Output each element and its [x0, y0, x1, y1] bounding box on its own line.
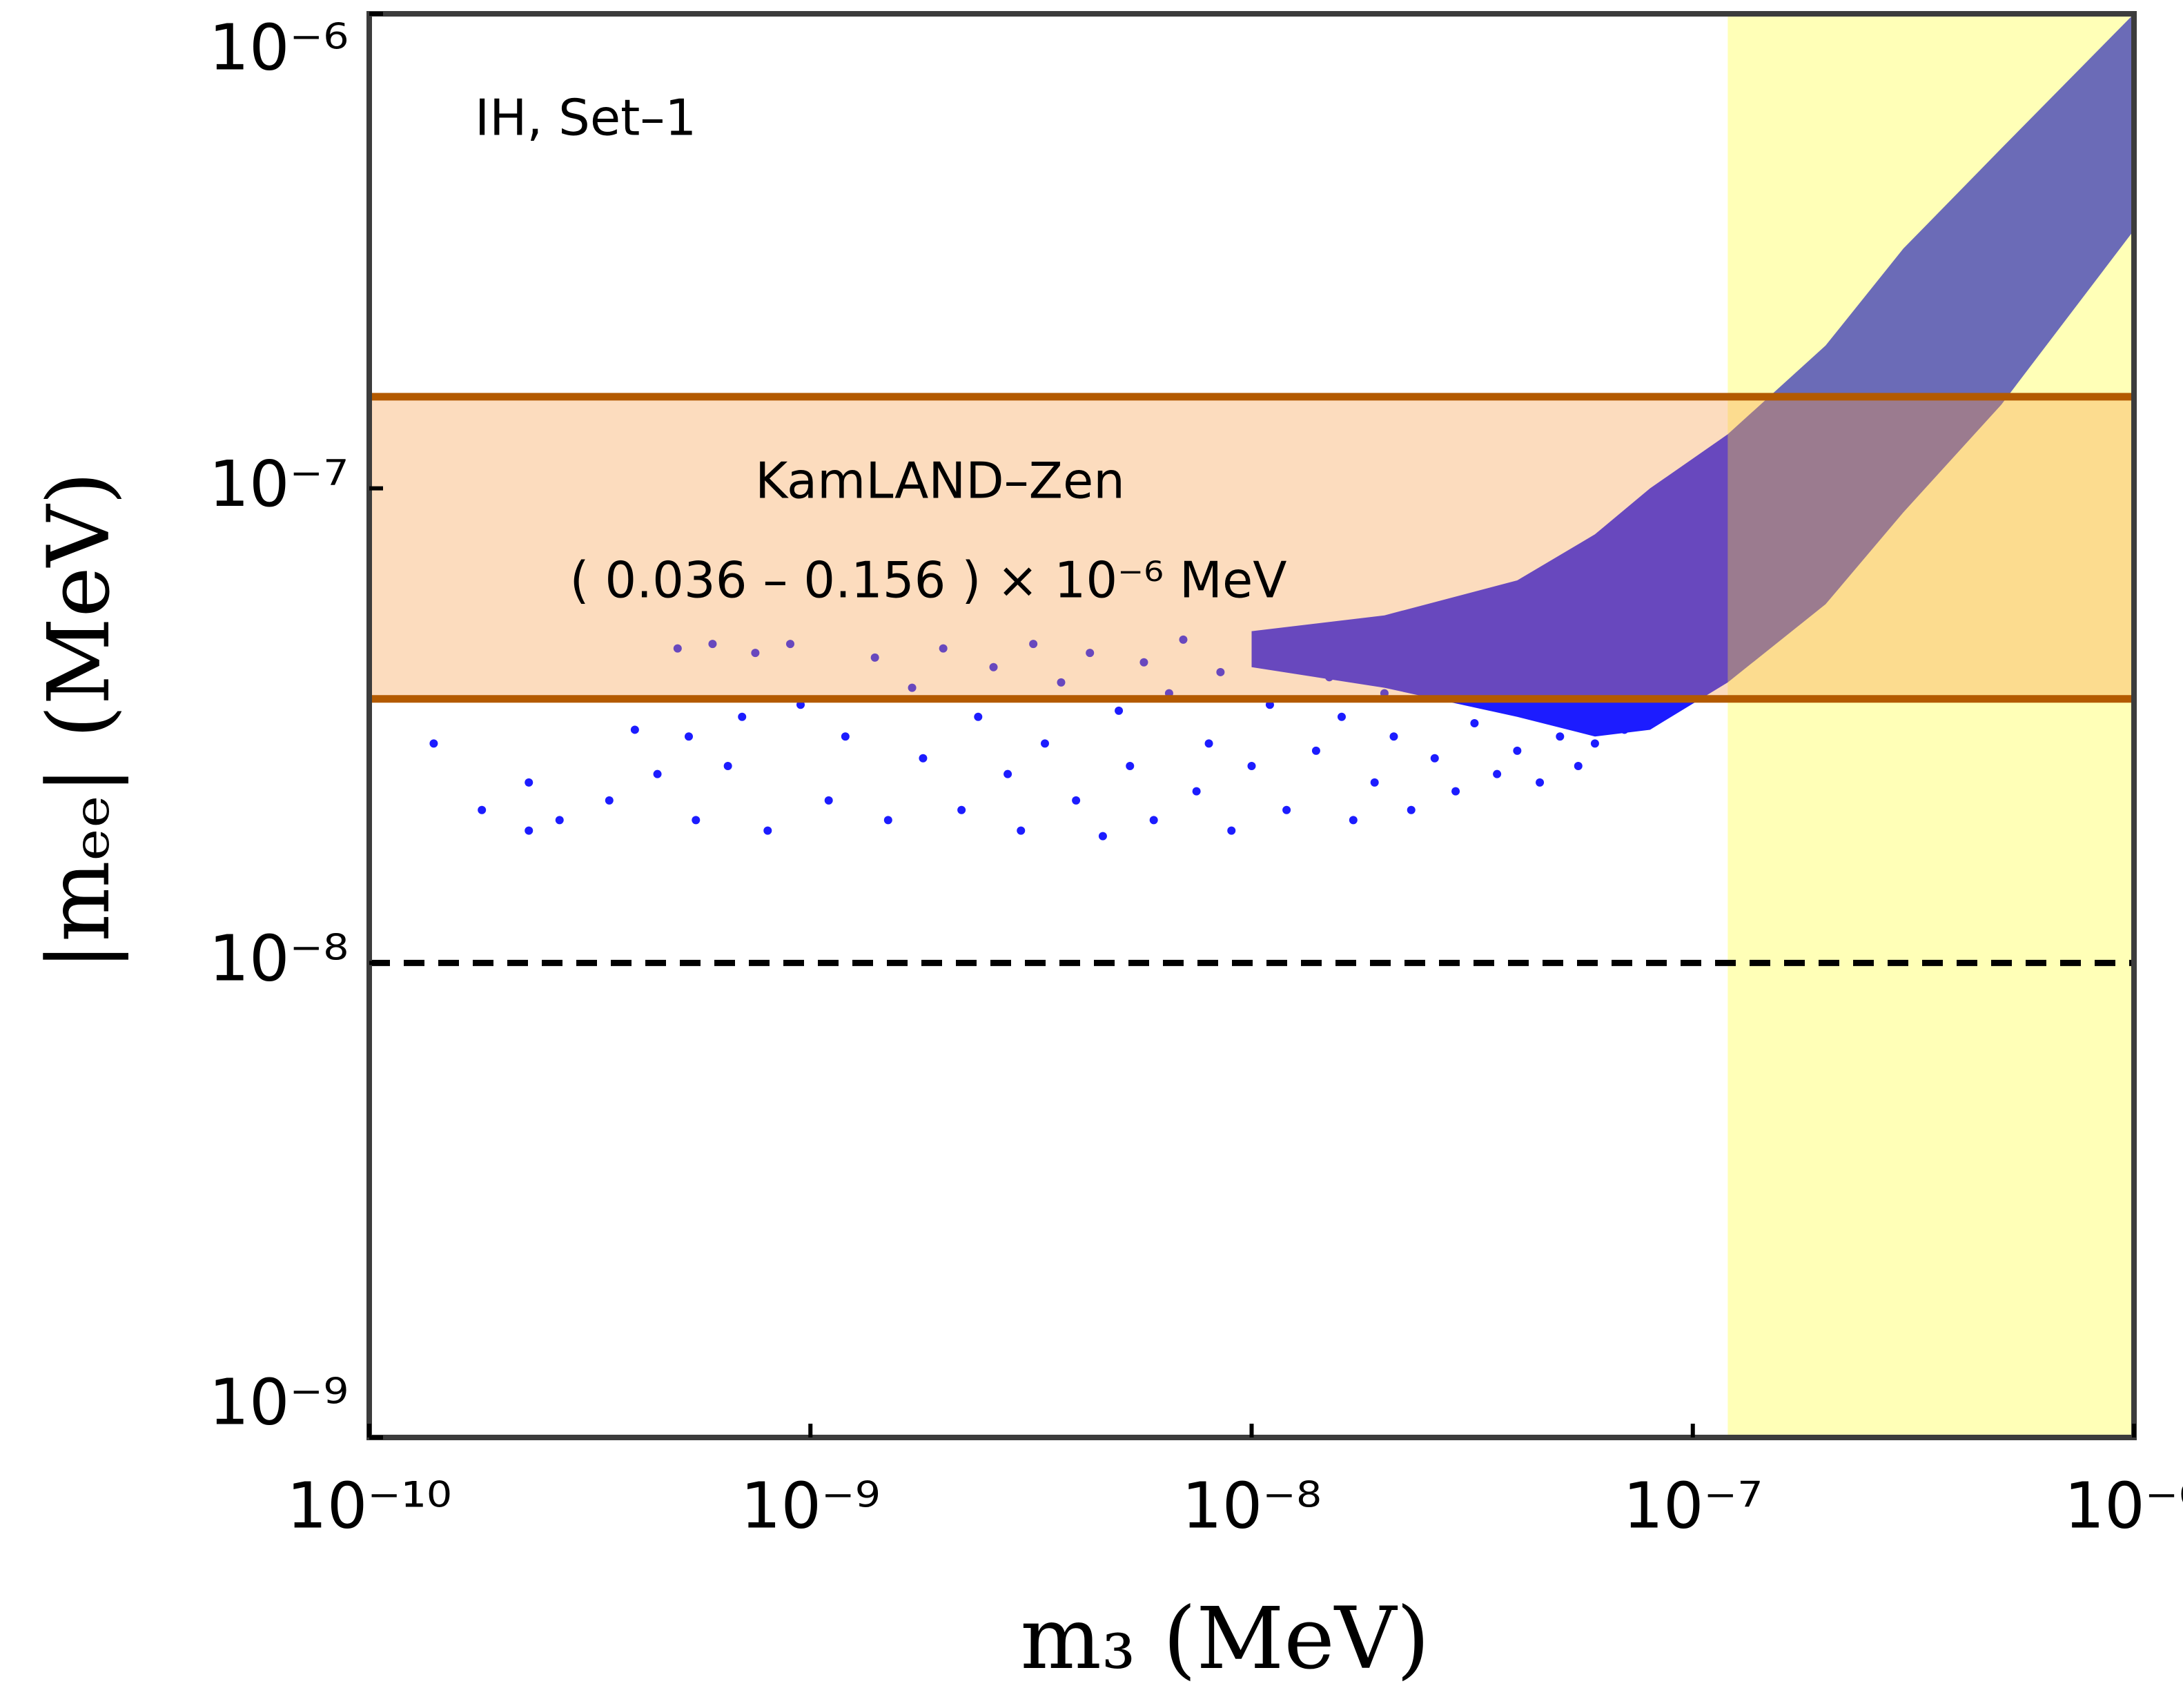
scatter-point [653, 769, 662, 778]
scatter-point [974, 712, 983, 721]
scatter-point [1149, 816, 1158, 825]
scatter-point [1493, 769, 1502, 778]
scatter-point [908, 683, 917, 692]
scatter-point [1057, 678, 1066, 687]
scatter-point [1556, 732, 1565, 741]
scatter-point [1407, 805, 1416, 814]
scatter-point [630, 725, 639, 734]
scatter-point [1311, 746, 1320, 755]
scatter-point [1247, 761, 1256, 770]
scatter-point [478, 805, 487, 814]
scatter-point [1574, 761, 1583, 770]
scatter-point [763, 826, 772, 835]
band-range-label: ( 0.036 – 0.156 ) × 10⁻⁶ MeV [569, 551, 1286, 609]
annotation: IH, Set–1 [475, 89, 696, 147]
scatter-point [723, 761, 732, 770]
scatter-point [1204, 739, 1213, 748]
scatter-point [1282, 805, 1291, 814]
scatter-point [870, 653, 879, 662]
scatter-point [1430, 754, 1439, 763]
scatter-point [1590, 739, 1599, 748]
scatter-point [1349, 816, 1358, 825]
scatter-point [841, 732, 850, 741]
scatter-point [605, 796, 614, 805]
scatter-point [1470, 718, 1479, 727]
scatter-point [883, 816, 892, 825]
scatter-point [1115, 706, 1124, 715]
scatter-point [989, 662, 998, 671]
y-axis-label: |mₑₑ| (MeV) [30, 471, 129, 970]
y-band [369, 396, 2134, 699]
scatter-point [1337, 712, 1346, 721]
plot-area [366, 11, 2137, 1440]
scatter-point [1139, 658, 1148, 667]
scatter-point [1370, 778, 1379, 787]
x-tick-label: 10⁻⁷ [1623, 1469, 1763, 1542]
y-tick-label: 10⁻⁹ [208, 1365, 349, 1439]
scatter-point [1029, 640, 1038, 649]
x-region [1727, 14, 2134, 1437]
scatter-point [1040, 739, 1049, 748]
scatter-point [673, 644, 682, 653]
scatter-point [824, 796, 833, 805]
y-tick-label: 10⁻⁶ [208, 10, 349, 84]
scatter-point [1216, 667, 1225, 676]
scatter-point [939, 644, 948, 653]
scatter-point [1536, 778, 1545, 787]
scatter-point [1126, 761, 1135, 770]
scatter-point [684, 732, 693, 741]
scatter-point [957, 805, 966, 814]
x-tick-label: 10⁻⁸ [1182, 1469, 1322, 1542]
scatter-point [1072, 796, 1081, 805]
scatter-point [919, 754, 928, 763]
scatter-point [1513, 746, 1522, 755]
scatter-point [751, 649, 760, 658]
y-tick-label: 10⁻⁸ [208, 922, 349, 996]
x-tick-label: 10⁻¹⁰ [286, 1469, 451, 1542]
scatter-point [785, 640, 794, 649]
y-tick-label: 10⁻⁷ [208, 447, 349, 521]
scatter-point [1179, 635, 1188, 644]
scatter-point [1451, 787, 1460, 796]
band-label: KamLAND–Zen [755, 452, 1125, 510]
dense-band [1251, 14, 2134, 737]
scatter-point [1227, 826, 1236, 835]
scatter-point [1098, 832, 1107, 841]
scatter-point [738, 712, 747, 721]
x-tick-label: 10⁻⁶ [2064, 1469, 2183, 1542]
scatter-point [692, 816, 701, 825]
scatter-point [525, 778, 533, 787]
scatter-point [1192, 787, 1201, 796]
scatter-point [1017, 826, 1026, 835]
scatter-point [1389, 732, 1398, 741]
scatter-point [1004, 769, 1012, 778]
scatter-point [555, 816, 564, 825]
x-axis-label: m₃ (MeV) [1020, 1589, 1429, 1689]
x-tick-label: 10⁻⁹ [741, 1469, 881, 1542]
scatter-point [525, 826, 533, 835]
scatter-point [708, 640, 717, 649]
scatter-point [429, 739, 438, 748]
scatter-point [1086, 649, 1095, 658]
